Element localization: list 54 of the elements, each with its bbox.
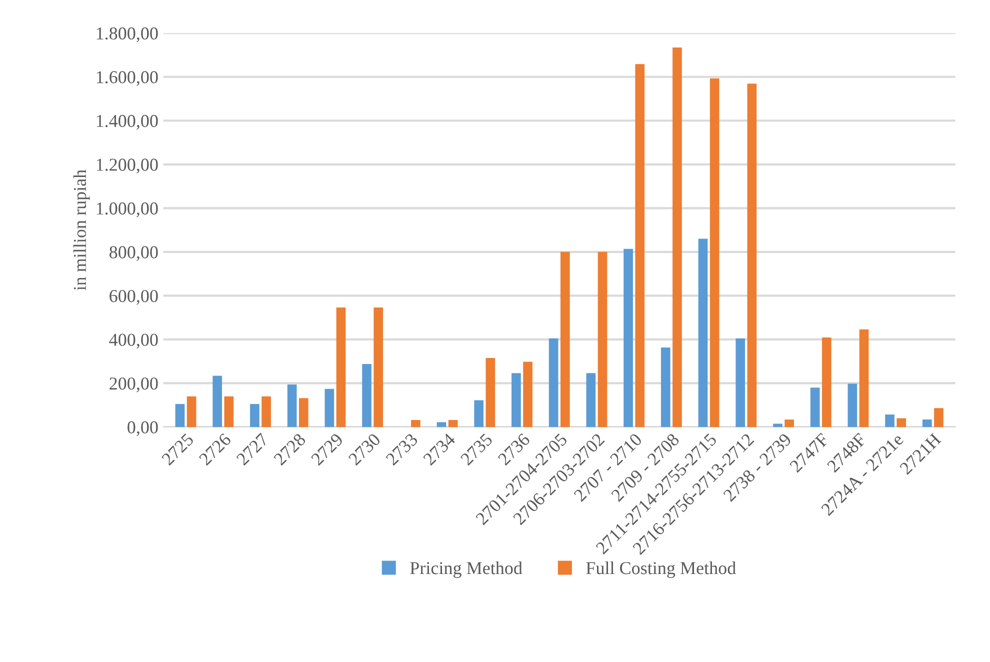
bar	[548, 338, 558, 427]
bar	[822, 337, 832, 427]
bar	[298, 398, 308, 427]
bar	[560, 252, 570, 427]
bar	[810, 388, 820, 427]
bar	[747, 84, 757, 427]
y-tick-label: 1.200,00	[96, 158, 158, 174]
bar	[523, 362, 532, 427]
bar	[660, 348, 670, 427]
bar	[212, 376, 222, 427]
bar	[586, 373, 596, 427]
bar	[624, 248, 633, 427]
bar	[436, 422, 446, 427]
bar	[710, 78, 720, 427]
bar	[885, 414, 894, 427]
bar	[848, 384, 858, 427]
bar	[934, 408, 944, 427]
bar	[512, 373, 521, 427]
y-tick-label: 1.600,00	[96, 71, 158, 86]
bar	[287, 384, 297, 427]
bar	[486, 358, 496, 427]
bar	[186, 396, 196, 427]
bar	[672, 48, 682, 427]
bar	[250, 404, 260, 427]
y-tick-label: 1.000,00	[96, 202, 158, 218]
bar	[262, 396, 271, 427]
bar	[784, 420, 794, 427]
legend-label: Full Costing Method	[586, 562, 736, 578]
bar	[635, 64, 645, 427]
bar	[411, 420, 420, 427]
bar	[896, 418, 906, 427]
y-tick-label: 1.400,00	[96, 114, 158, 130]
legend-label: Pricing Method	[410, 562, 522, 578]
bar	[336, 308, 346, 427]
bar	[922, 420, 932, 427]
y-axis-title: in million rupiah	[73, 170, 90, 290]
bar	[374, 308, 384, 427]
bar	[474, 400, 484, 427]
bar	[175, 404, 185, 427]
bar	[773, 424, 782, 427]
bar	[362, 364, 372, 427]
y-tick-label: 400,00	[109, 334, 158, 348]
bar	[698, 238, 708, 427]
y-tick-label: 1.800,00	[96, 27, 158, 42]
y-tick-label: 200,00	[110, 377, 158, 392]
y-tick-label: 600,00	[110, 290, 158, 305]
bar	[736, 338, 746, 427]
bar	[324, 388, 334, 427]
bar	[598, 252, 608, 427]
bar	[859, 329, 869, 427]
y-tick-label: 800,00	[110, 246, 158, 261]
bar	[448, 420, 458, 427]
y-tick-label: 0,00	[128, 421, 158, 436]
bar	[224, 396, 234, 427]
